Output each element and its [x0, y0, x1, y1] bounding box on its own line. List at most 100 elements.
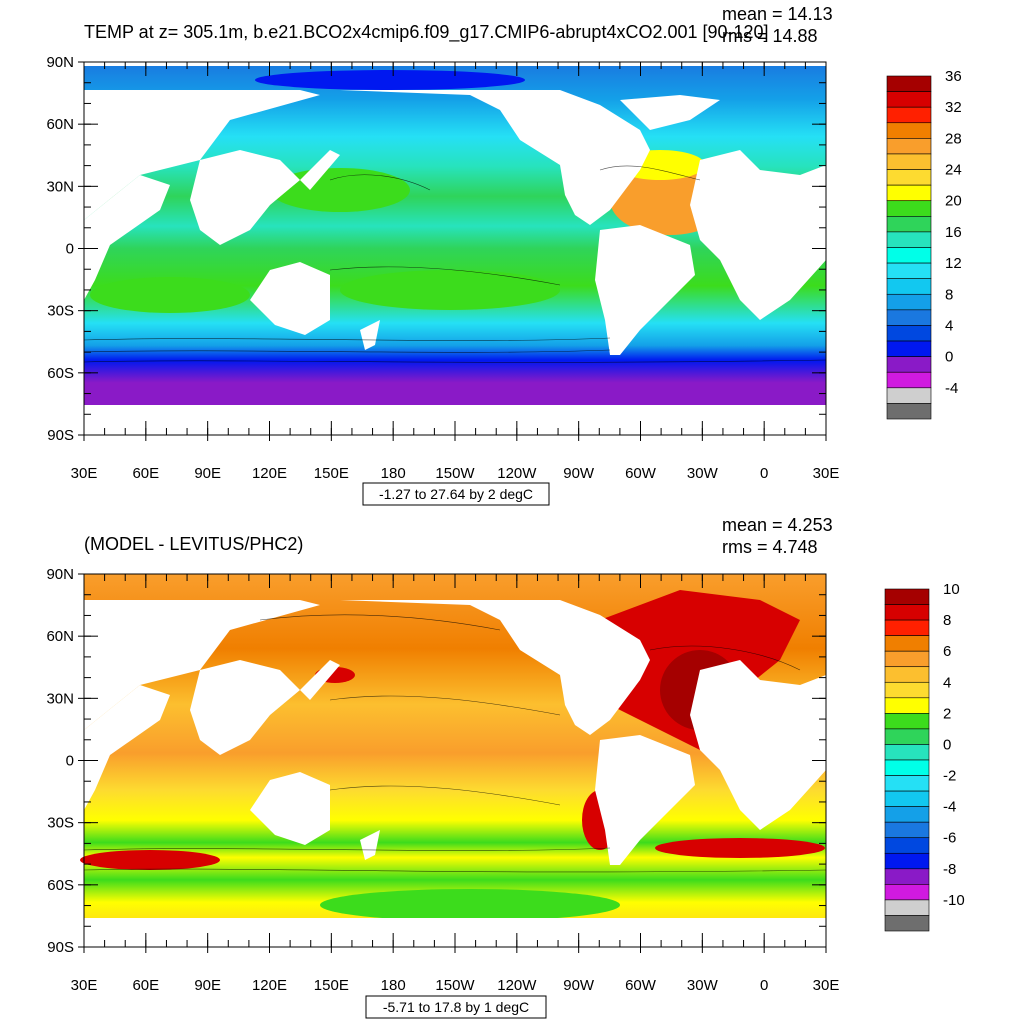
colorbar-swatch — [884, 728, 930, 745]
colorbar-label: -6 — [943, 830, 956, 847]
colorbar-swatch — [886, 106, 932, 124]
colorbar-swatch — [884, 775, 930, 792]
colorbar-swatch — [886, 403, 932, 420]
panel-1-south-pacific-gyre — [340, 270, 560, 310]
lon-label: 30E — [813, 465, 840, 482]
colorbar-swatch — [886, 371, 932, 389]
colorbar-label: -10 — [943, 892, 965, 909]
lon-label: 150E — [314, 465, 349, 482]
colorbar-swatch — [886, 278, 932, 295]
lon-label: 150E — [314, 977, 349, 994]
lat-label: 30N — [46, 178, 74, 195]
colorbar-swatch — [884, 790, 930, 807]
colorbar-swatch — [884, 588, 930, 605]
colorbar-swatch — [884, 744, 930, 761]
colorbar-label: 28 — [945, 130, 962, 147]
colorbar-label: 6 — [943, 643, 951, 660]
lon-label: 180 — [381, 977, 406, 994]
lat-label: 90S — [47, 427, 74, 444]
lon-label: 150W — [435, 977, 475, 994]
colorbar-label: -2 — [943, 768, 956, 785]
panel-2-southern-green — [320, 889, 620, 921]
panel-2-ticks — [78, 573, 827, 953]
colorbar-swatch — [886, 231, 932, 248]
colorbar-swatch — [884, 713, 930, 730]
panel-1-lon-labels: 30E 60E 90E 120E 150E 180 150W 120W 90W 60W 30W 0 30… — [71, 465, 840, 482]
colorbar-label: 24 — [945, 162, 962, 179]
lon-label: 30E — [71, 465, 98, 482]
lon-label: 30W — [687, 465, 719, 482]
colorbar-label: -8 — [943, 861, 956, 878]
panel-1-arctic-cold — [255, 70, 525, 90]
panel-1-rms: rms = 14.88 — [722, 26, 818, 46]
panel-2-colorbar: 10 8 6 4 2 0 -2 -4 -6 -8 -10 — [884, 581, 965, 932]
colorbar-swatch — [884, 635, 930, 652]
lon-label: 60E — [132, 977, 159, 994]
colorbar-label: 0 — [945, 349, 953, 366]
colorbar-swatch — [886, 122, 932, 139]
colorbar-label: 16 — [945, 224, 962, 241]
lat-label: 0 — [66, 753, 74, 770]
lat-label: 60N — [46, 628, 74, 645]
colorbar-label: 32 — [945, 99, 962, 116]
colorbar-swatch — [884, 821, 930, 839]
colorbar-label: 8 — [943, 612, 951, 629]
colorbar-swatch — [886, 387, 932, 404]
panel-1-map — [83, 62, 827, 435]
panel-1-land — [84, 90, 826, 355]
lon-label: 60W — [625, 465, 657, 482]
lon-label: 90E — [194, 977, 221, 994]
colorbar-swatch — [884, 619, 930, 636]
colorbar-swatch — [884, 697, 930, 714]
lon-label: 120W — [497, 977, 537, 994]
colorbar-swatch — [886, 247, 932, 264]
colorbar-swatch — [884, 868, 930, 885]
panel-1-range-label: -1.27 to 27.64 by 2 degC — [379, 486, 533, 502]
colorbar-label: 10 — [943, 581, 960, 598]
colorbar-label: 4 — [945, 317, 953, 334]
lat-label: 90S — [47, 939, 74, 956]
colorbar-label: 8 — [945, 286, 953, 303]
lon-label: 0 — [760, 465, 768, 482]
lat-label: 60S — [47, 877, 74, 894]
panel-2-mean: mean = 4.253 — [722, 515, 833, 535]
lat-label: 90N — [46, 566, 74, 583]
lon-label: 150W — [435, 465, 475, 482]
lat-label: 30N — [46, 690, 74, 707]
colorbar-swatch — [886, 200, 932, 217]
colorbar-swatch — [886, 356, 932, 373]
panel-2: (MODEL - LEVITUS/PHC2) mean = 4.253 rms … — [46, 515, 965, 1019]
lon-label: 30E — [813, 977, 840, 994]
panel-2-map — [80, 574, 827, 947]
lon-label: 120E — [252, 977, 287, 994]
colorbar-swatch — [884, 915, 930, 932]
lon-label: 180 — [381, 465, 406, 482]
colorbar-swatch — [884, 759, 930, 776]
panel-2-range-label: -5.71 to 17.8 by 1 degC — [383, 999, 529, 1015]
panel-2-title: (MODEL - LEVITUS/PHC2) — [84, 534, 303, 554]
colorbar-swatch — [884, 837, 930, 854]
panel-2-lon-labels: 30E 60E 90E 120E 150E 180 150W 120W 90W 60W 30W 0 30… — [71, 977, 840, 994]
colorbar-label: 12 — [945, 255, 962, 272]
colorbar-label: 0 — [943, 736, 951, 753]
panel-2-range-box — [365, 995, 547, 1019]
colorbar-swatch — [886, 169, 932, 186]
colorbar-swatch — [886, 262, 932, 279]
panel-2-contours — [83, 614, 827, 873]
lon-label: 30E — [71, 977, 98, 994]
colorbar-swatch — [884, 899, 930, 916]
colorbar-label: 4 — [943, 674, 951, 691]
colorbar-swatch — [884, 666, 930, 683]
colorbar-swatch — [886, 309, 932, 326]
panel-1-contours — [83, 165, 827, 363]
colorbar-swatch — [886, 184, 932, 202]
colorbar-swatch — [884, 806, 930, 823]
panel-1-mean: mean = 14.13 — [722, 4, 833, 24]
lon-label: 120E — [252, 465, 287, 482]
lon-label: 30W — [687, 977, 719, 994]
panel-1: TEMP at z= 305.1m, b.e21.BCO2x4cmip6.f09… — [46, 4, 962, 506]
panel-2-rms: rms = 4.748 — [722, 537, 818, 557]
panel-1-title: TEMP at z= 305.1m, b.e21.BCO2x4cmip6.f09… — [84, 22, 769, 43]
colorbar-swatch — [886, 138, 932, 155]
panel-1-lat-labels: 90N 60N 30N 0 30S 60S 90S — [46, 54, 74, 444]
